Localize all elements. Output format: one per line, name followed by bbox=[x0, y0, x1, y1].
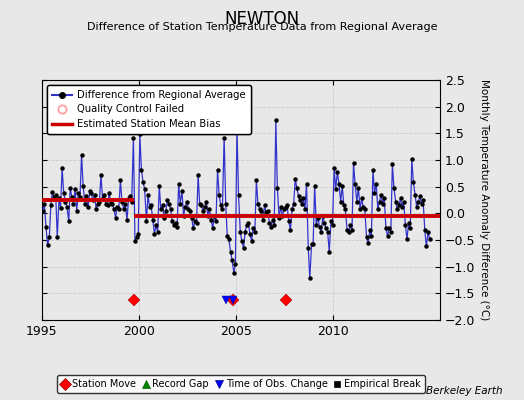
Legend: Difference from Regional Average, Quality Control Failed, Estimated Station Mean: Difference from Regional Average, Qualit… bbox=[47, 85, 250, 134]
Legend: Station Move, Record Gap, Time of Obs. Change, Empirical Break: Station Move, Record Gap, Time of Obs. C… bbox=[58, 375, 424, 393]
Y-axis label: Monthly Temperature Anomaly Difference (°C): Monthly Temperature Anomaly Difference (… bbox=[479, 79, 489, 321]
Text: NEWTON: NEWTON bbox=[224, 10, 300, 28]
Text: Difference of Station Temperature Data from Regional Average: Difference of Station Temperature Data f… bbox=[87, 22, 437, 32]
Text: Berkeley Earth: Berkeley Earth bbox=[427, 386, 503, 396]
